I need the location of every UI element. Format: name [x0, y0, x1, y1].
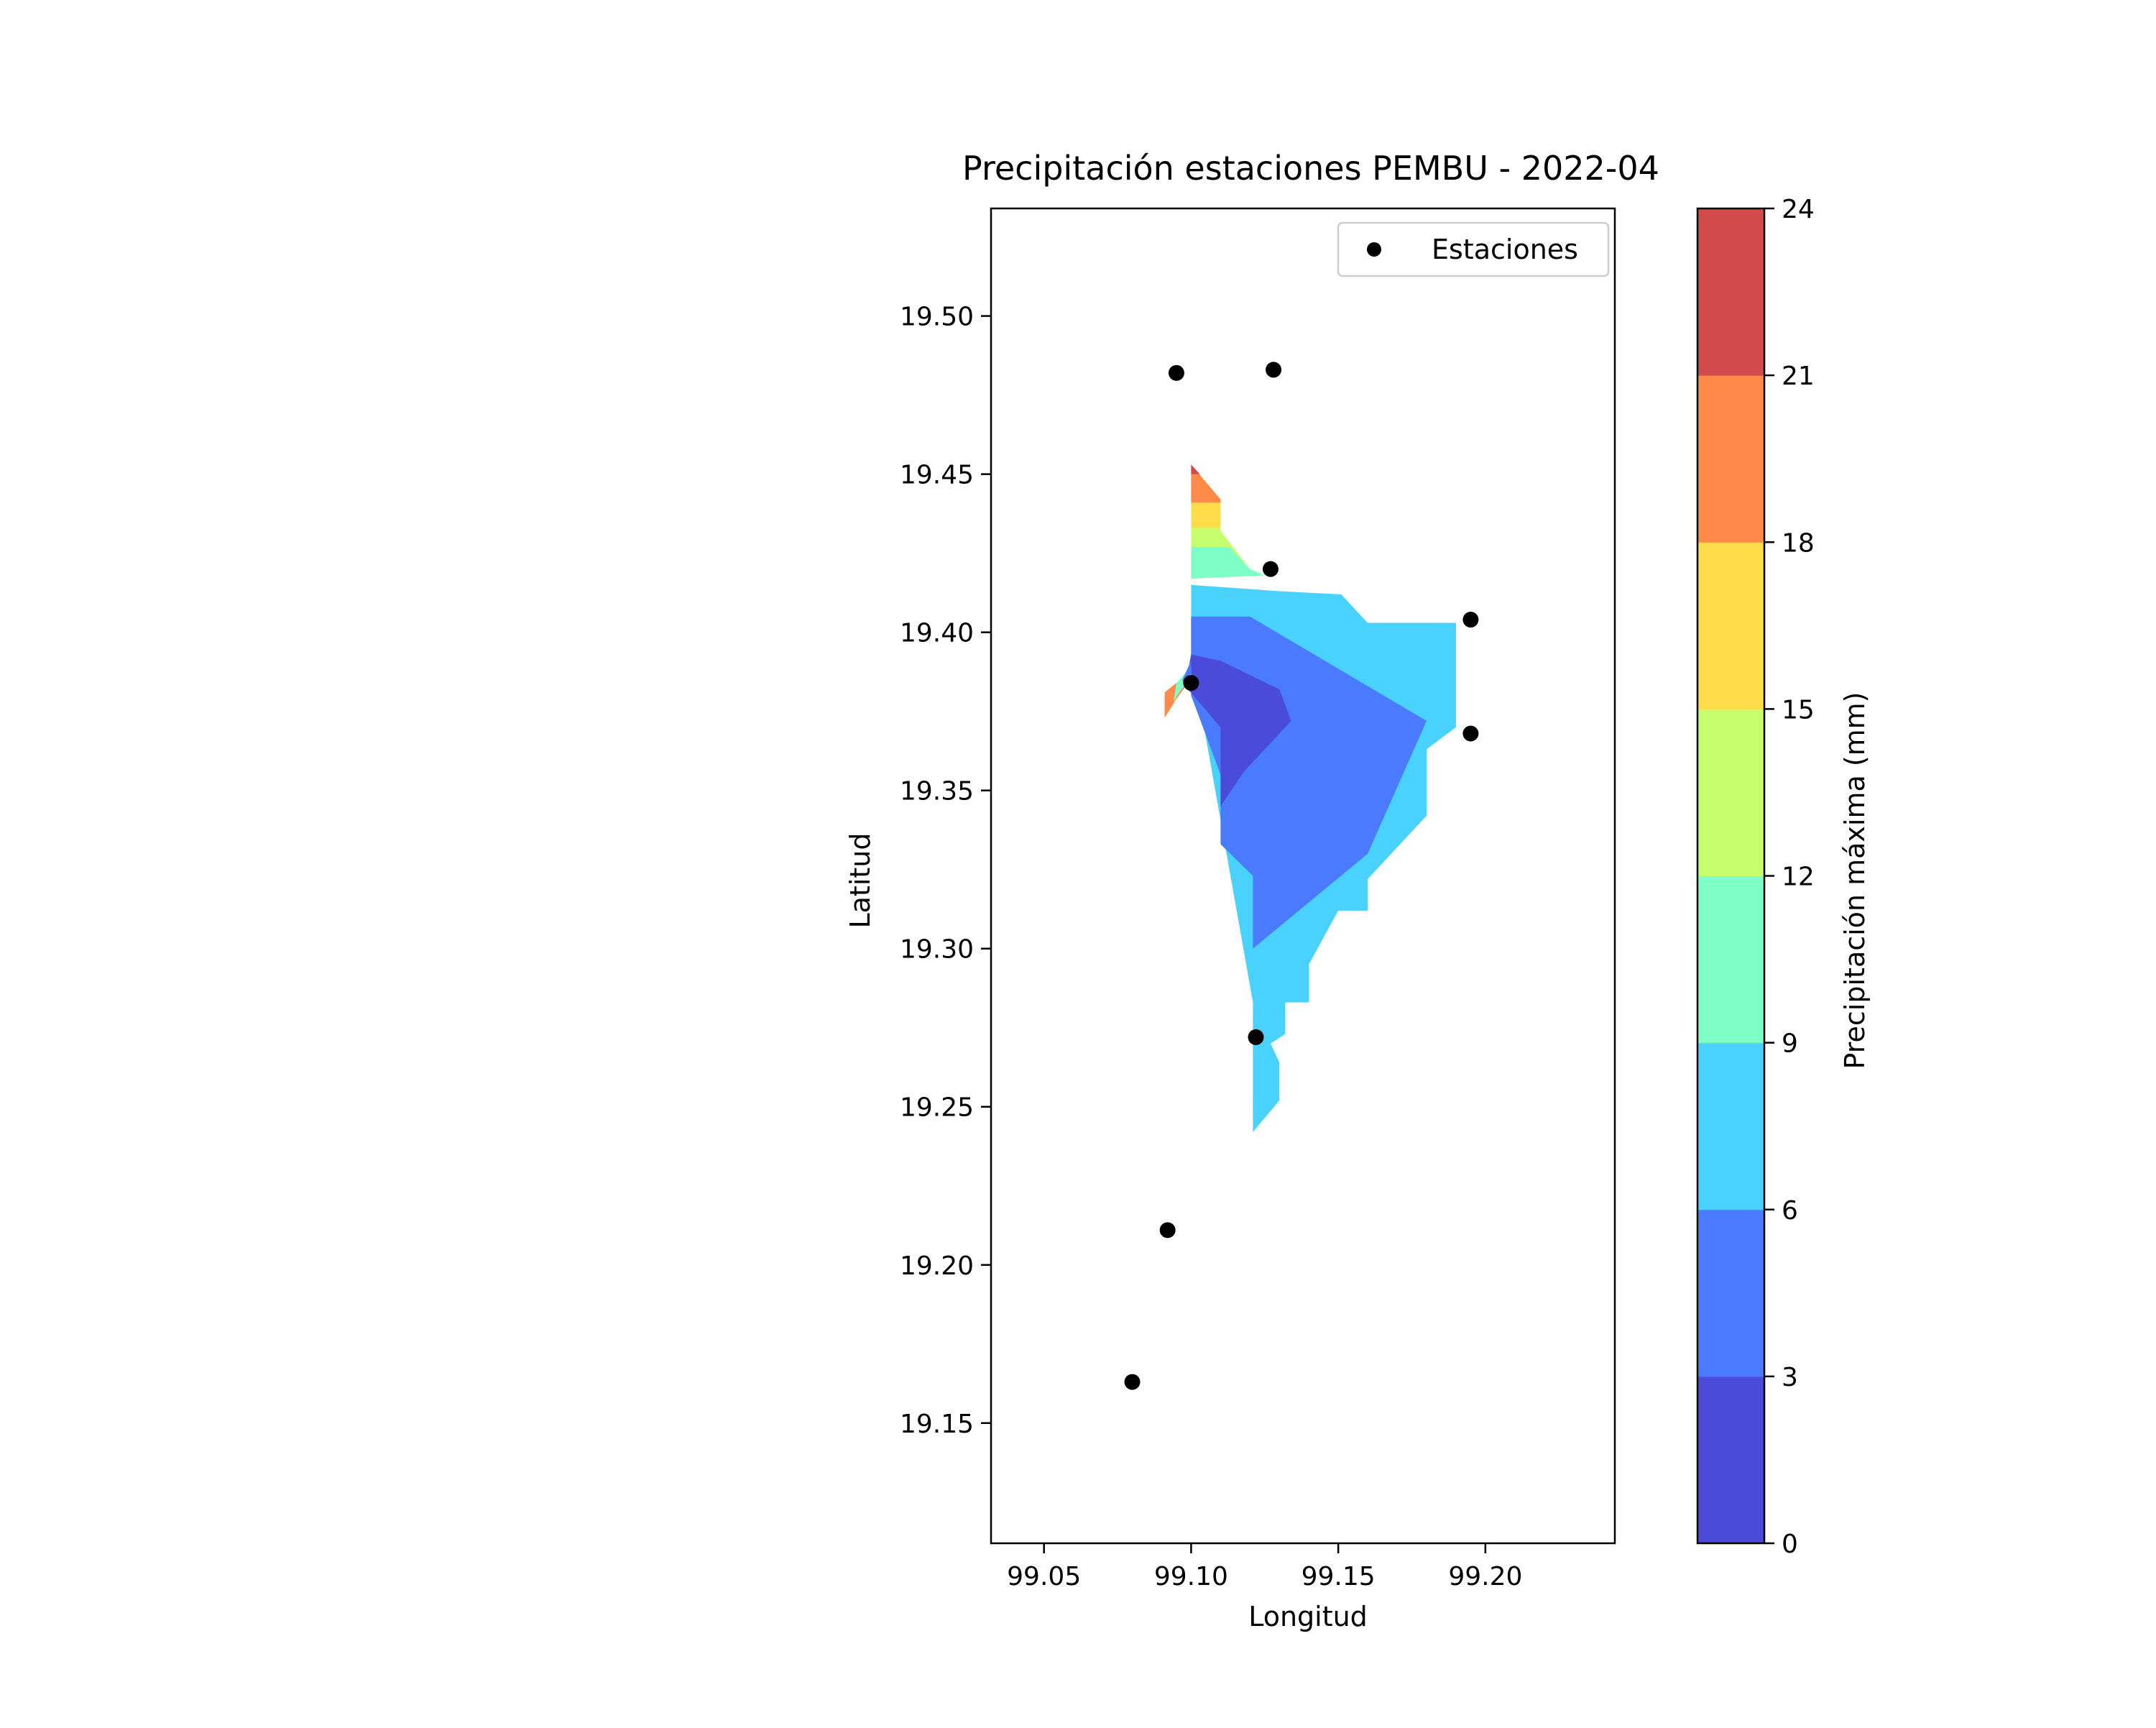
- station-point-7: [1159, 1222, 1176, 1238]
- contour-band-0-7: [1185, 654, 1291, 806]
- y-tick-label-5: 19.40: [900, 619, 974, 648]
- colorbar-tick-label-2: 6: [1782, 1196, 1798, 1226]
- colorbar-tick-label-6: 18: [1782, 528, 1815, 558]
- colorbar-segment-18-21: [1697, 375, 1764, 543]
- colorbar-tick-label-8: 24: [1782, 195, 1815, 224]
- station-point-2: [1262, 561, 1279, 577]
- y-axis-label: Latitud: [844, 832, 876, 928]
- station-point-5: [1462, 725, 1479, 742]
- contour-band-9-2: [1191, 546, 1265, 579]
- station-point-6: [1248, 1029, 1264, 1045]
- station-markers: [1124, 362, 1479, 1390]
- colorbar-segment-9-12: [1697, 876, 1764, 1044]
- legend: Estaciones: [1337, 221, 1610, 277]
- colorbar-segment-3-6: [1697, 1209, 1764, 1377]
- station-point-1: [1266, 362, 1282, 378]
- colorbar-tick-label-5: 15: [1782, 695, 1815, 725]
- y-tick-label-6: 19.45: [900, 461, 974, 490]
- colorbar-ticks: 0 3 6 9 12 15 18 21 24: [1764, 195, 1815, 1559]
- legend-box: [1337, 221, 1610, 277]
- colorbar-segment-6-9: [1697, 1042, 1764, 1210]
- colorbar-segment-21-24: [1697, 208, 1764, 376]
- station-point-8: [1124, 1374, 1141, 1390]
- y-tick-label-1: 19.20: [900, 1251, 974, 1281]
- x-axis-label: Longitud: [1248, 1601, 1368, 1632]
- legend-label-estaciones: Estaciones: [1432, 234, 1578, 265]
- chart-title: Precipitación estaciones PEMBU - 2022-04: [962, 149, 1659, 188]
- colorbar-segment-15-18: [1697, 542, 1764, 709]
- colorbar-tick-label-7: 21: [1782, 362, 1815, 391]
- station-point-3: [1462, 612, 1479, 628]
- colorbar-tick-label-4: 12: [1782, 863, 1815, 892]
- colorbar-segment-12-15: [1697, 709, 1764, 876]
- station-point-0: [1168, 364, 1184, 381]
- x-axis-ticks: 99.05 99.10 99.15 99.20: [1007, 1543, 1522, 1591]
- x-tick-label-1: 99.10: [1154, 1562, 1228, 1591]
- colorbar-tick-label-0: 0: [1782, 1530, 1798, 1559]
- colorbar-label: Precipitación máxima (mm): [1839, 691, 1871, 1069]
- station-point-4: [1183, 675, 1199, 691]
- y-tick-label-4: 19.35: [900, 777, 974, 806]
- contour-bands: [1164, 464, 1456, 1132]
- y-tick-label-3: 19.30: [900, 935, 974, 965]
- contour-band-21-5: [1191, 464, 1200, 474]
- y-tick-label-0: 19.15: [900, 1410, 974, 1439]
- legend-station-marker: [1367, 242, 1381, 257]
- colorbar-segment-0-3: [1697, 1376, 1764, 1544]
- y-axis-ticks: 19.15 19.20 19.25 19.30 19.35 19.40 19.45 19.50: [900, 303, 991, 1439]
- x-tick-label-3: 99.20: [1448, 1562, 1522, 1591]
- colorbar-tick-label-3: 9: [1782, 1029, 1798, 1059]
- contour-band-18-4: [1191, 464, 1221, 503]
- y-tick-label-7: 19.50: [900, 303, 974, 332]
- y-tick-label-2: 19.25: [900, 1093, 974, 1123]
- colorbar-tick-label-1: 3: [1782, 1363, 1798, 1392]
- x-tick-label-2: 99.15: [1302, 1562, 1376, 1591]
- colorbar: [1696, 207, 1766, 1545]
- plot-area-frame: [990, 207, 1616, 1545]
- x-tick-label-0: 99.05: [1007, 1562, 1081, 1591]
